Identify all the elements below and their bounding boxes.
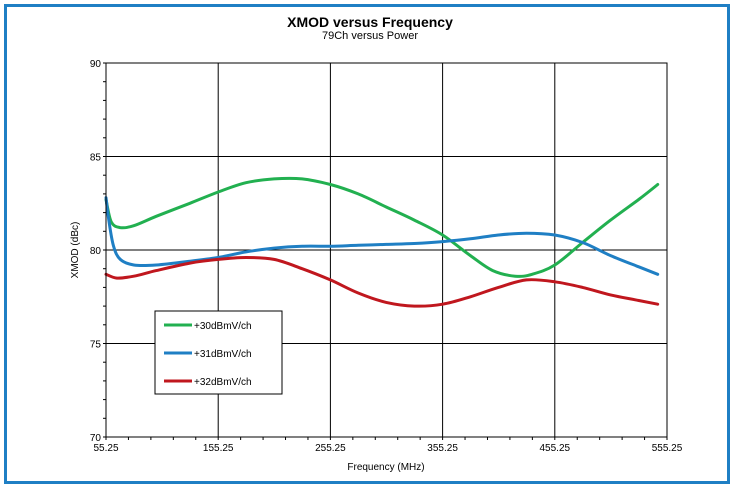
y-axis-label: XMOD (dBc)	[70, 222, 81, 279]
chart-titles: XMOD versus Frequency 79Ch versus Power	[0, 14, 740, 43]
y-tick-label: 80	[90, 246, 102, 257]
series-line-1	[104, 176, 660, 278]
y-tick-label: 75	[90, 340, 102, 351]
x-tick-label: 555.25	[652, 443, 683, 454]
tick-labels: 55.25 155.25 255.25 355.25 455.25 555.25 70 75 8…	[90, 59, 683, 454]
y-tick-label: 90	[90, 59, 102, 70]
x-tick-label: 455.25	[540, 443, 571, 454]
x-tick-label: 355.25	[427, 443, 458, 454]
legend-label-2: +31dBmV/ch	[194, 349, 252, 360]
series-line-2	[104, 196, 660, 276]
x-tick-label: 155.25	[203, 443, 234, 454]
chart-subtitle: 79Ch versus Power	[322, 30, 418, 42]
legend: +30dBmV/ch +31dBmV/ch +32dBmV/ch	[154, 310, 283, 395]
plot-border	[105, 62, 668, 438]
chart-title: XMOD versus Frequency	[287, 14, 453, 30]
y-tick-label: 85	[90, 153, 102, 164]
series-lines	[104, 176, 660, 308]
legend-label-3: +32dBmV/ch	[194, 377, 252, 388]
x-axis-label: Frequency (MHz)	[347, 462, 424, 473]
x-tick-label: 55.25	[93, 443, 118, 454]
x-tick-label: 255.25	[315, 443, 346, 454]
y-tick-label: 70	[90, 433, 102, 444]
series-line-3	[104, 256, 660, 308]
legend-label-1: +30dBmV/ch	[194, 321, 252, 332]
